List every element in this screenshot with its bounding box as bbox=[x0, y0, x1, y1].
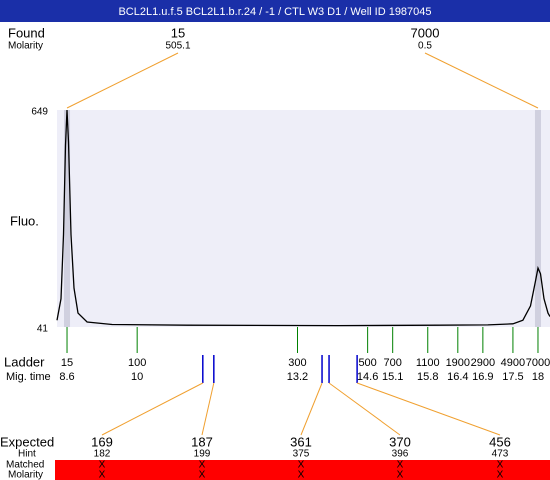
expected-size: 187 bbox=[191, 434, 213, 449]
y-tick-label: 41 bbox=[37, 324, 49, 335]
hint: 375 bbox=[293, 449, 310, 460]
hint: 182 bbox=[94, 449, 111, 460]
found-size: 7000 bbox=[411, 25, 440, 40]
found-molarity: 505.1 bbox=[165, 41, 190, 52]
plot-area bbox=[57, 110, 550, 327]
y-axis-label: Fluo. bbox=[10, 213, 39, 228]
expected-size: 361 bbox=[290, 434, 312, 449]
title-bar bbox=[0, 0, 550, 22]
molarity: X bbox=[99, 470, 106, 480]
ladder-size: 1100 bbox=[416, 357, 440, 369]
ladder-time: 17.5 bbox=[502, 371, 523, 383]
ladder-time: 15.1 bbox=[382, 371, 403, 383]
ladder-time: 8.6 bbox=[59, 371, 74, 383]
molarity: X bbox=[199, 470, 206, 480]
expected-label: Expected bbox=[0, 434, 54, 449]
expected-connector bbox=[328, 382, 401, 436]
found-connector bbox=[424, 52, 539, 109]
matched: X bbox=[99, 460, 106, 471]
ladder-time: 10 bbox=[131, 371, 143, 383]
marker-band bbox=[64, 110, 71, 327]
ladder-size: 7000 bbox=[526, 357, 550, 369]
ladder-size: 700 bbox=[384, 357, 402, 369]
expected-size: 370 bbox=[389, 434, 411, 449]
hint: 199 bbox=[194, 449, 211, 460]
ladder-time: 13.2 bbox=[287, 371, 308, 383]
expected-size: 456 bbox=[489, 434, 511, 449]
mig-time-label: Mig. time bbox=[6, 371, 51, 383]
ladder-size: 1900 bbox=[446, 357, 470, 369]
found-label: Found bbox=[8, 25, 45, 40]
ladder-time: 14.6 bbox=[357, 371, 378, 383]
ladder-time: 18 bbox=[532, 371, 544, 383]
matched: X bbox=[199, 460, 206, 471]
hint: 473 bbox=[492, 449, 509, 460]
ladder-size: 15 bbox=[61, 357, 73, 369]
hint: 396 bbox=[392, 449, 409, 460]
ladder-size: 300 bbox=[288, 357, 306, 369]
matched: X bbox=[497, 460, 504, 471]
expected-connector bbox=[201, 382, 215, 436]
found-connector bbox=[66, 52, 179, 109]
matched-label: Matched bbox=[6, 460, 44, 471]
ladder-size: 2900 bbox=[471, 357, 495, 369]
y-tick-label: 649 bbox=[31, 107, 48, 118]
trace bbox=[56, 109, 550, 327]
found-molarity-label: Molarity bbox=[8, 41, 43, 52]
hint-label: Hint bbox=[18, 449, 36, 460]
matched: X bbox=[298, 460, 305, 471]
ladder-size: 100 bbox=[128, 357, 146, 369]
molarity: X bbox=[497, 470, 504, 480]
ladder-size: 4900 bbox=[501, 357, 525, 369]
molarity: X bbox=[298, 470, 305, 480]
matched: X bbox=[397, 460, 404, 471]
expected-connector bbox=[101, 382, 204, 436]
matched-bar bbox=[55, 460, 550, 480]
found-molarity: 0.5 bbox=[418, 41, 432, 52]
molarity-label: Molarity bbox=[8, 470, 43, 480]
title: BCL2L1.u.f.5 BCL2L1.b.r.24 / -1 / CTL W3… bbox=[118, 6, 431, 18]
ladder-time: 16.4 bbox=[447, 371, 468, 383]
expected-connector bbox=[356, 382, 501, 436]
expected-size: 169 bbox=[91, 434, 113, 449]
marker-band bbox=[534, 110, 541, 327]
ladder-label: Ladder bbox=[4, 354, 45, 369]
expected-connector bbox=[300, 382, 323, 436]
ladder-size: 500 bbox=[358, 357, 376, 369]
found-size: 15 bbox=[171, 25, 185, 40]
ladder-time: 15.8 bbox=[417, 371, 438, 383]
molarity: X bbox=[397, 470, 404, 480]
ladder-time: 16.9 bbox=[472, 371, 493, 383]
